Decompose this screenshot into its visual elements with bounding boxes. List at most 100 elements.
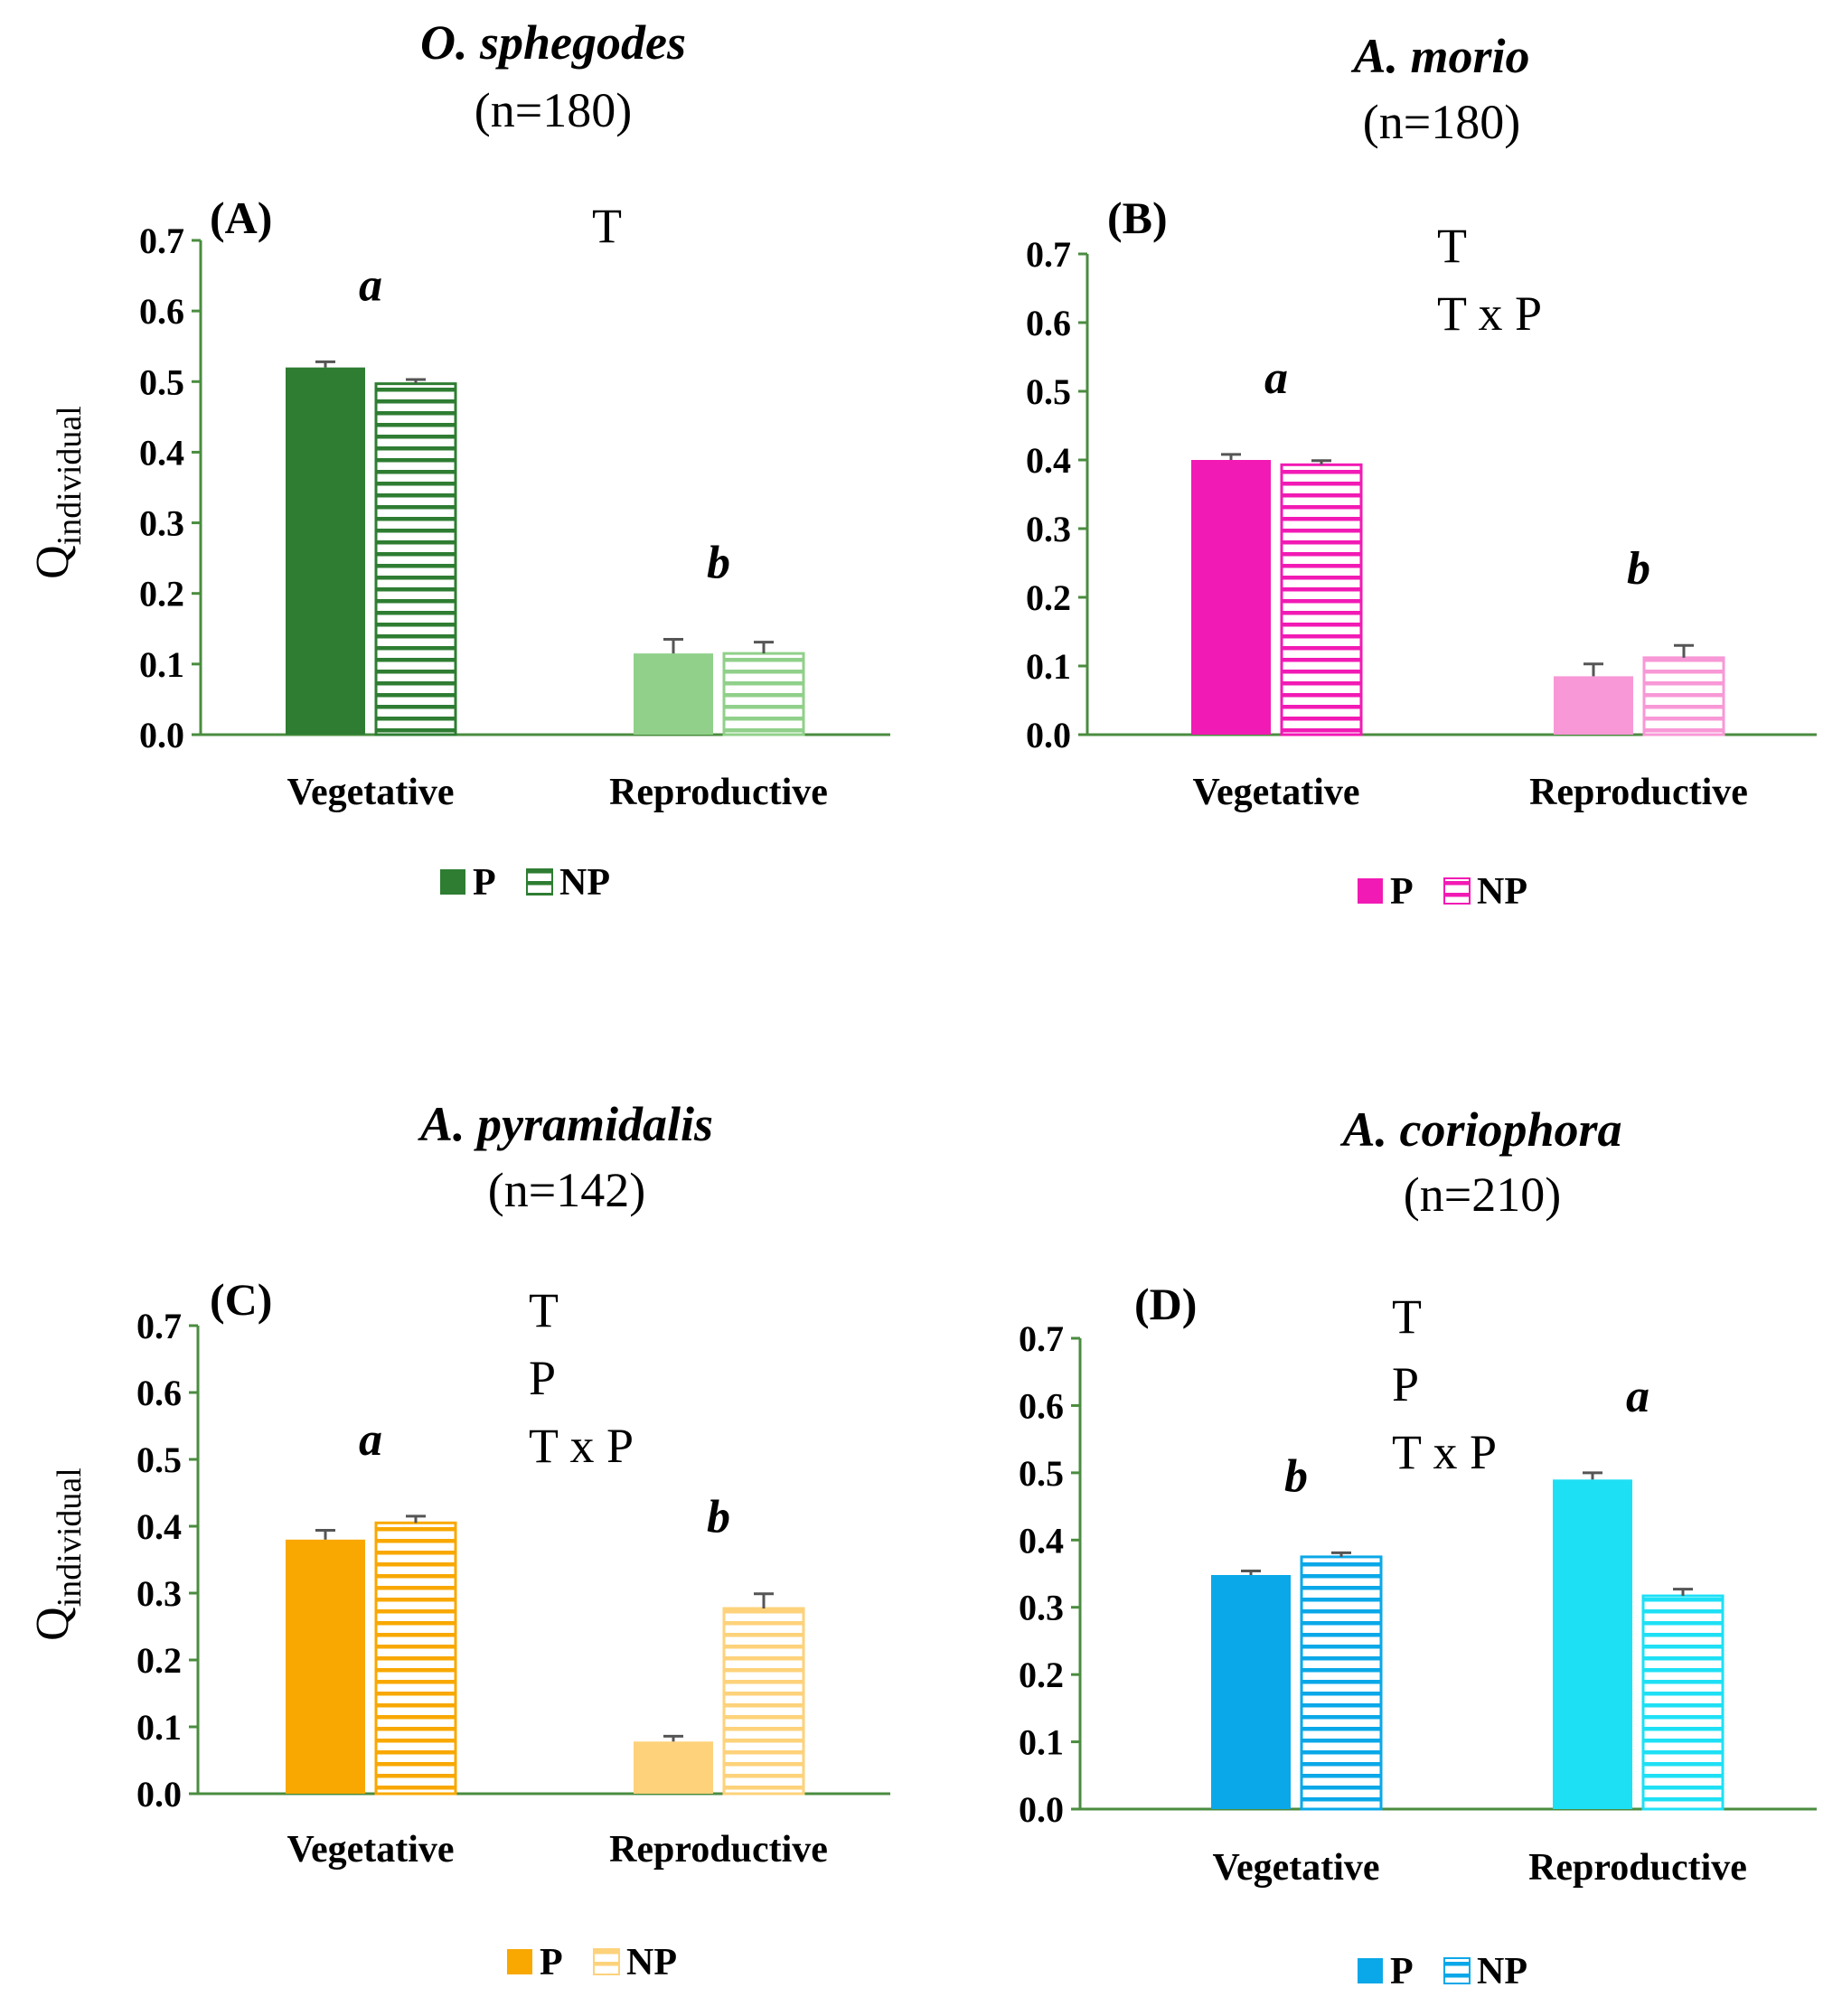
x-category-label: Reproductive	[1528, 1847, 1747, 1889]
panel-title: A. coriophora	[1339, 1102, 1621, 1157]
bar-np-reproductive	[722, 652, 805, 736]
effect-label: P	[1392, 1357, 1419, 1411]
y-tick-label: 0.2	[1019, 1655, 1064, 1695]
panel-title: A. morio	[1350, 29, 1529, 83]
y-tick-label: 0.1	[139, 644, 184, 685]
y-tick-label: 0.7	[139, 220, 184, 261]
legend-label: P	[473, 862, 496, 904]
y-tick-label: 0.1	[1019, 1722, 1064, 1763]
legend: P NP	[1358, 871, 1527, 913]
legend-swatch-np	[593, 1948, 620, 1975]
y-tick-label: 0.5	[139, 361, 184, 402]
bar-p-vegetative	[1191, 460, 1271, 735]
y-tick-label: 0.6	[1026, 303, 1071, 343]
y-tick-label: 0.4	[1019, 1520, 1064, 1561]
y-tick-label: 0.0	[1026, 715, 1071, 755]
effect-label: T x P	[529, 1419, 634, 1473]
y-tick-label: 0.6	[1019, 1385, 1064, 1426]
bar-p-vegetative	[286, 367, 365, 735]
significance-letter: b	[1627, 543, 1650, 595]
significance-letter: a	[359, 259, 382, 311]
legend-swatch-p	[440, 869, 465, 895]
panel-2: A. pyramidalis (n=142) (C) 0.0 0.1 0.2 0.3 0.4 0…	[27, 1097, 890, 1983]
x-category-label: Reproductive	[609, 772, 828, 813]
effect-label: T	[1437, 219, 1467, 273]
panel-sample-size: (n=142)	[488, 1163, 645, 1217]
bar-np-vegetative	[374, 382, 457, 736]
y-tick-label: 0.4	[1026, 440, 1071, 481]
legend-label: NP	[1477, 871, 1527, 913]
x-category-label: Vegetative	[287, 772, 454, 813]
bar-p-vegetative	[1211, 1574, 1291, 1809]
panel-label: (A)	[210, 192, 272, 243]
effect-label: T x P	[1392, 1425, 1497, 1479]
x-category-label: Reproductive	[609, 1829, 828, 1871]
y-tick-label: 0.1	[1026, 646, 1071, 687]
bar-p-vegetative	[286, 1539, 365, 1794]
y-tick-label: 0.5	[1019, 1453, 1064, 1494]
y-tick-label: 0.7	[1026, 234, 1071, 275]
legend: P NP	[1358, 1951, 1527, 1993]
legend-label: P	[540, 1942, 563, 1983]
effect-label: T x P	[1437, 286, 1542, 341]
bar-np-reproductive	[1642, 656, 1725, 736]
panel-0: O. sphegodes (n=180) (A) 0.0 0.1 0.2 0.3 0.4 0.5…	[27, 15, 890, 904]
legend-swatch-p	[1358, 878, 1383, 904]
y-tick-label: 0.1	[136, 1707, 182, 1748]
panel-sample-size: (n=180)	[1363, 95, 1520, 149]
y-tick-label: 0.3	[139, 503, 184, 544]
legend-swatch-np	[1443, 1957, 1471, 1984]
panel-label: (B)	[1107, 192, 1168, 243]
legend-swatch-p	[507, 1949, 532, 1974]
y-tick-label: 0.7	[136, 1306, 182, 1346]
panel-label: (C)	[210, 1274, 272, 1325]
x-category-label: Reproductive	[1529, 772, 1748, 813]
significance-letter: b	[1284, 1450, 1308, 1502]
y-tick-label: 0.6	[139, 291, 184, 332]
bar-np-vegetative	[374, 1521, 457, 1796]
significance-letter: a	[359, 1414, 382, 1466]
effect-label: T	[1392, 1289, 1422, 1344]
y-tick-label: 0.3	[1019, 1588, 1064, 1628]
y-tick-label: 0.3	[1026, 509, 1071, 549]
y-tick-label: 0.0	[136, 1774, 182, 1814]
panel-title: A. pyramidalis	[418, 1097, 713, 1151]
y-tick-label: 0.6	[136, 1373, 182, 1413]
y-tick-label: 0.4	[139, 432, 184, 473]
significance-letter: a	[1626, 1371, 1649, 1422]
effect-label: T	[529, 1283, 559, 1337]
y-tick-label: 0.0	[139, 715, 184, 755]
panel-sample-size: (n=210)	[1404, 1167, 1561, 1222]
panel-3: A. coriophora (n=210) (D) 0.0 0.1 0.2 0.3 0.4 0.…	[1019, 1102, 1817, 1993]
legend: P NP	[440, 862, 610, 904]
panel-label: (D)	[1134, 1279, 1197, 1329]
y-tick-label: 0.4	[136, 1506, 182, 1547]
bar-p-reproductive	[634, 1741, 713, 1794]
bar-np-reproductive	[722, 1607, 805, 1796]
y-axis-label: Qindividual	[27, 1467, 89, 1641]
significance-letter: a	[1264, 352, 1288, 404]
legend: P NP	[507, 1942, 677, 1983]
x-category-label: Vegetative	[1212, 1847, 1379, 1889]
legend-label: NP	[626, 1942, 677, 1983]
legend-label: NP	[559, 862, 610, 904]
panel-title: O. sphegodes	[420, 15, 686, 70]
effect-label: T	[592, 199, 622, 253]
effect-label: P	[529, 1351, 556, 1405]
bar-p-reproductive	[1553, 1479, 1632, 1809]
legend-swatch-p	[1358, 1958, 1383, 1983]
bar-p-reproductive	[634, 653, 713, 735]
significance-letter: b	[707, 538, 730, 589]
bar-np-vegetative	[1300, 1555, 1383, 1811]
y-tick-label: 0.3	[136, 1573, 182, 1614]
x-category-label: Vegetative	[287, 1829, 454, 1871]
y-tick-label: 0.2	[1026, 577, 1071, 618]
bar-p-reproductive	[1554, 676, 1633, 735]
significance-letter: b	[707, 1492, 730, 1543]
y-tick-label: 0.0	[1019, 1789, 1064, 1830]
legend-label: NP	[1477, 1951, 1527, 1993]
bar-np-vegetative	[1280, 463, 1363, 736]
legend-swatch-np	[1443, 877, 1471, 905]
panel-1: A. morio (n=180) (B) 0.0 0.1 0.2 0.3 0.4 0.5 0.6 0…	[1026, 29, 1817, 913]
